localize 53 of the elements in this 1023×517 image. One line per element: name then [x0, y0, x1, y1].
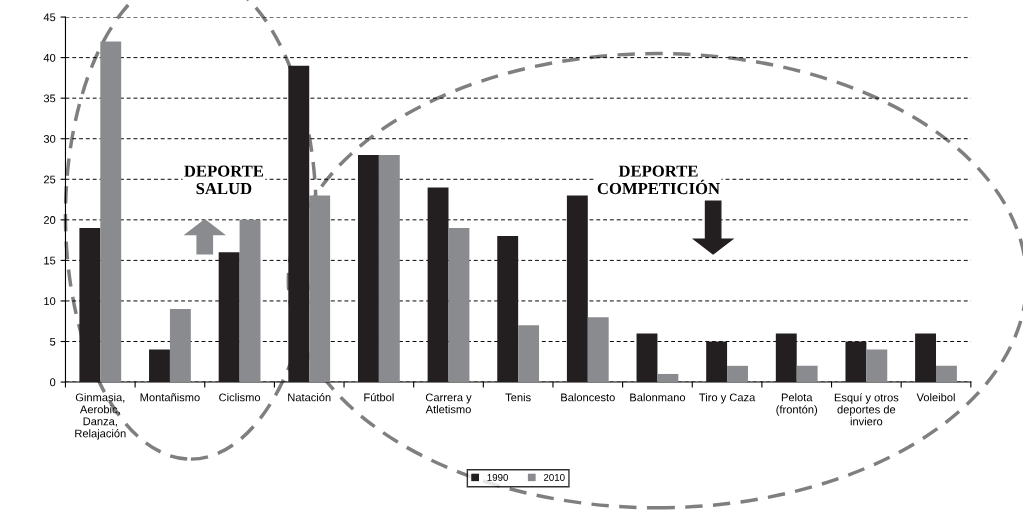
bar: [169, 309, 191, 383]
bar: [448, 227, 470, 383]
x-tick-label: Balonmano: [630, 393, 686, 402]
x-tick-label: Tiro y Caza: [699, 393, 756, 404]
annotation: DEPORTE COMPETICIÓN: [597, 165, 720, 195]
annotation: DEPORTE SALUD: [184, 165, 264, 195]
y-tick-label: 5: [50, 337, 56, 346]
x-tick-label: Esquí y otros deportes de inviero: [834, 393, 899, 426]
bar: [796, 365, 818, 383]
x-tick-label: Montañismo: [140, 393, 200, 402]
bar: [636, 333, 658, 383]
bar: [518, 325, 540, 383]
x-tick-label: Voleibol: [916, 393, 955, 402]
bar: [915, 333, 937, 383]
bar: [727, 365, 748, 383]
bar: [100, 41, 122, 383]
bar: [309, 195, 331, 383]
y-tick-label: 40: [43, 53, 56, 62]
legend-label: 1990: [487, 474, 509, 481]
bar: [497, 236, 519, 383]
bar: [357, 154, 379, 383]
y-tick-label: 0: [50, 378, 56, 387]
bar: [378, 154, 400, 383]
x-tick-label: Baloncesto: [561, 393, 615, 402]
bar: [79, 227, 101, 383]
y-tick-label: 45: [43, 13, 56, 22]
bar: [866, 349, 888, 383]
x-tick-label: Ciclismo: [219, 393, 261, 402]
bar: [587, 317, 609, 383]
y-tick-label: 30: [43, 135, 56, 143]
y-tick-label: 25: [43, 175, 56, 184]
y-tick-label: 10: [44, 297, 56, 306]
bar: [288, 65, 310, 383]
y-tick-label: 35: [43, 94, 56, 103]
bar: [936, 365, 957, 383]
x-tick-label: Ginmasia, Aerobic, Danza, Relajación: [75, 393, 126, 440]
x-tick-label: Pelota (frontón): [776, 393, 818, 416]
bar: [427, 187, 449, 383]
y-tick-label: 15: [44, 256, 56, 265]
x-tick-label: Carrera y Atletismo: [425, 393, 472, 414]
x-tick-label: Natación: [288, 393, 331, 402]
bar: [845, 341, 867, 383]
bar: [706, 341, 728, 383]
bar: [218, 252, 240, 383]
bar: [149, 349, 170, 383]
y-tick-label: 20: [43, 216, 56, 224]
x-tick-label: Tenis: [505, 393, 531, 402]
bar: [239, 219, 261, 383]
x-tick-label: Fútbol: [364, 393, 394, 402]
bar: [657, 373, 679, 383]
bar: [566, 195, 588, 383]
legend-label: 2010: [543, 474, 565, 481]
bar: [775, 333, 797, 383]
